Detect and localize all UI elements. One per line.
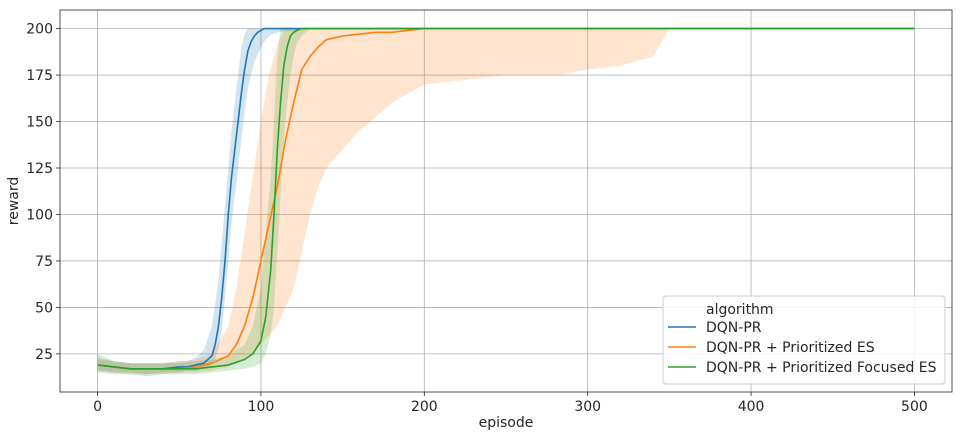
x-tick-label: 0 <box>93 399 102 415</box>
x-tick-label: 500 <box>901 399 928 415</box>
x-tick-label: 200 <box>411 399 438 415</box>
y-tick-label: 200 <box>26 22 53 38</box>
y-tick-label: 125 <box>26 161 53 177</box>
y-tick-label: 75 <box>35 254 53 270</box>
y-tick-label: 100 <box>26 207 53 223</box>
y-axis-ticks: 25 50 75 100 125 150 175 200 <box>26 22 60 363</box>
x-tick-label: 400 <box>738 399 765 415</box>
y-tick-label: 50 <box>35 300 53 316</box>
legend-label-0: DQN-PR <box>706 320 762 336</box>
y-tick-label: 150 <box>26 115 53 131</box>
legend-title: algorithm <box>706 302 774 318</box>
y-tick-label: 25 <box>35 347 53 363</box>
x-tick-label: 300 <box>574 399 601 415</box>
plot-frame <box>59 9 953 393</box>
legend-box <box>662 295 946 385</box>
y-axis-label: reward <box>6 177 22 226</box>
series-line-2 <box>97 27 915 370</box>
series-line-0 <box>97 27 915 370</box>
x-axis-label: episode <box>479 415 534 431</box>
confidence-band-1 <box>97 28 915 375</box>
legend-label-1: DQN-PR + Prioritized ES <box>706 340 875 356</box>
confidence-bands <box>97 28 915 377</box>
legend-items: DQN-PR DQN-PR + Prioritized ES DQN-PR + Pr… <box>668 320 937 376</box>
x-axis-ticks: 0 100 200 300 400 500 <box>93 392 928 415</box>
legend-label-2: DQN-PR + Prioritized Focused ES <box>706 360 937 376</box>
y-tick-label: 175 <box>26 68 53 84</box>
x-tick-label: 100 <box>248 399 275 415</box>
series-lines <box>97 27 915 370</box>
